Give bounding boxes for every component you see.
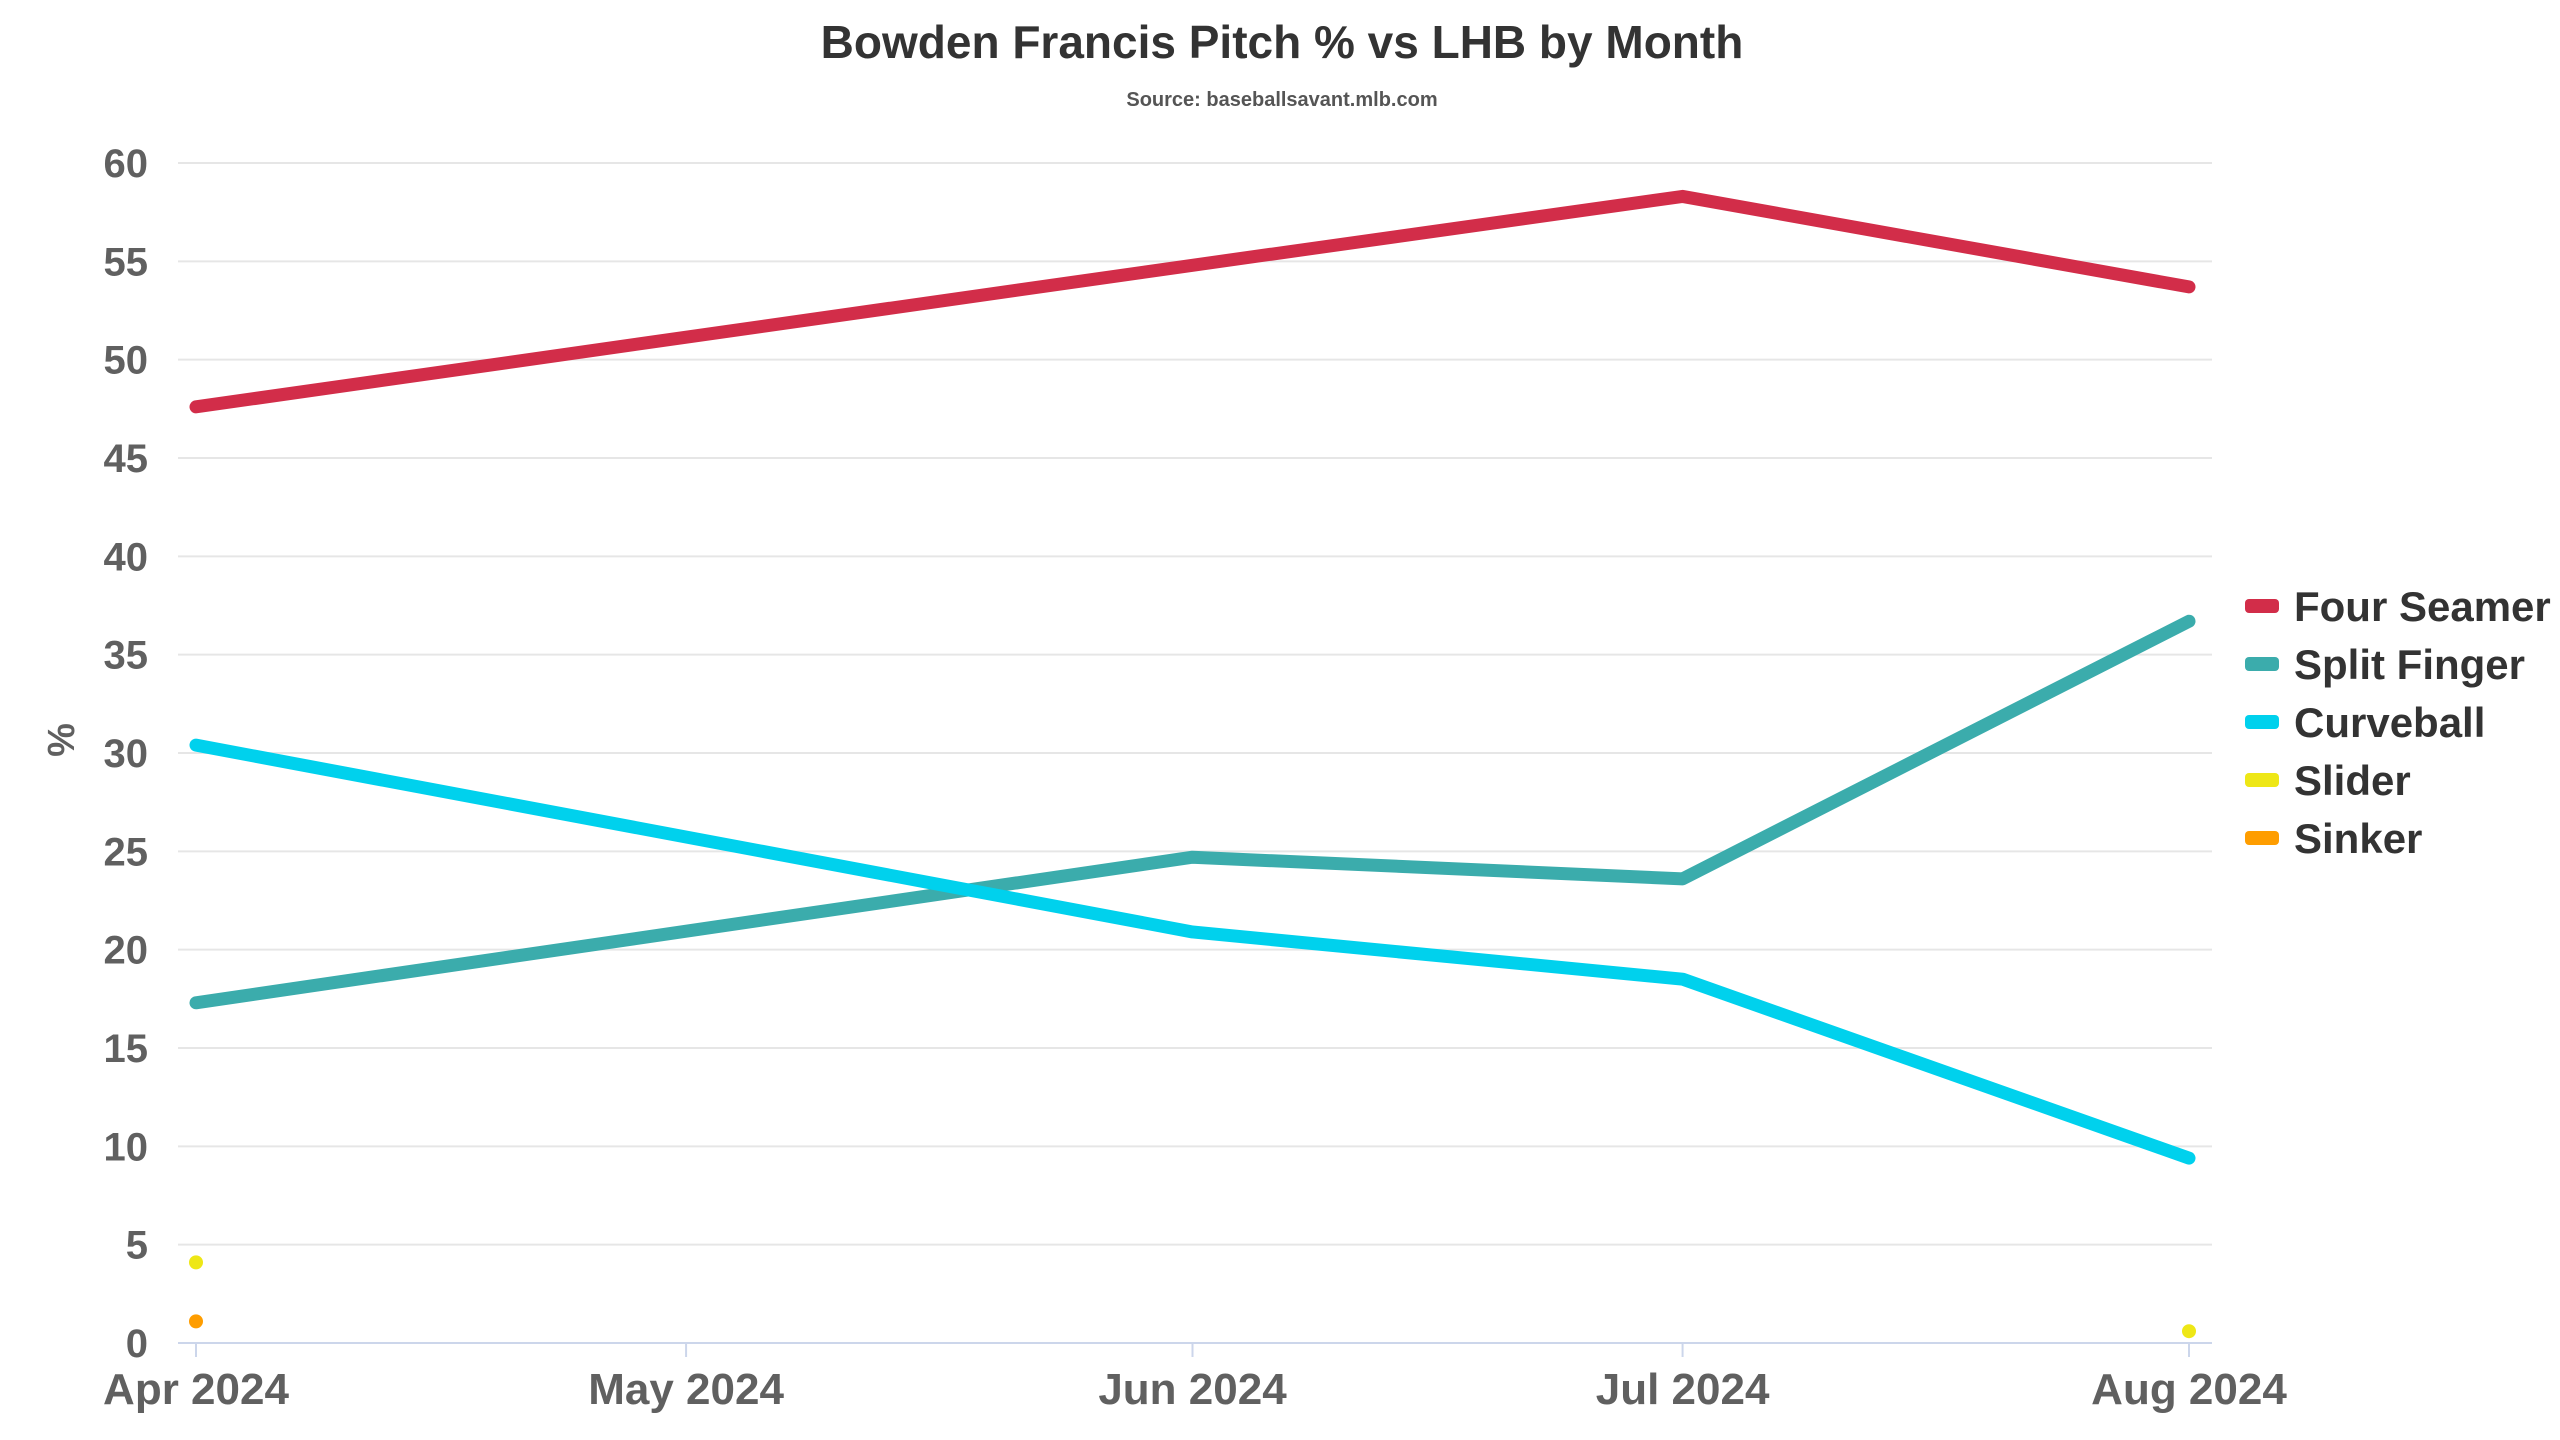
series-slider bbox=[189, 1255, 2196, 1339]
legend: Four Seamer Split Finger Curveball Slider Si… bbox=[2245, 583, 2551, 862]
series-line bbox=[189, 614, 2196, 1010]
x-tick-label: Apr 2024 bbox=[103, 1365, 289, 1414]
series-lines bbox=[189, 189, 2196, 1339]
legend-label: Sinker bbox=[2294, 815, 2422, 862]
legend-swatch bbox=[2245, 715, 2279, 729]
x-tick-label: Jun 2024 bbox=[1098, 1365, 1287, 1414]
data-point bbox=[189, 1314, 203, 1329]
y-tick-label: 55 bbox=[104, 240, 149, 284]
y-tick-label: 50 bbox=[104, 339, 149, 383]
y-tick-label: 30 bbox=[104, 732, 149, 776]
data-point bbox=[189, 1255, 203, 1270]
y-tick-label: 45 bbox=[104, 437, 149, 481]
legend-label: Split Finger bbox=[2294, 641, 2525, 688]
series-sinker bbox=[189, 1314, 203, 1329]
y-tick-label: 20 bbox=[104, 929, 149, 973]
legend-swatch bbox=[2245, 599, 2279, 613]
series-curveball bbox=[189, 738, 2196, 1165]
axes: 0 5 10 15 20 25 30 35 40 45 50 55 60 Apr 2024 May 2024… bbox=[103, 142, 2287, 1414]
series-split-finger bbox=[189, 614, 2196, 1010]
y-tick-label: 25 bbox=[104, 830, 149, 874]
y-tick-label: 5 bbox=[126, 1224, 148, 1268]
series-line bbox=[189, 189, 2196, 414]
y-axis-label: % bbox=[41, 723, 83, 757]
chart-title: Bowden Francis Pitch % vs LHB by Month bbox=[821, 16, 1744, 68]
y-tick-label: 35 bbox=[104, 634, 149, 678]
y-tick-label: 10 bbox=[104, 1125, 149, 1169]
legend-item-slider[interactable]: Slider bbox=[2245, 757, 2411, 804]
legend-swatch bbox=[2245, 773, 2279, 787]
x-tick-label: Aug 2024 bbox=[2091, 1365, 2287, 1414]
x-tick-label: Jul 2024 bbox=[1596, 1365, 1770, 1414]
legend-item-sinker[interactable]: Sinker bbox=[2245, 815, 2422, 862]
legend-item-curveball[interactable]: Curveball bbox=[2245, 699, 2485, 746]
legend-swatch bbox=[2245, 831, 2279, 845]
chart-subtitle: Source: baseballsavant.mlb.com bbox=[1126, 89, 1437, 111]
x-tick-label: May 2024 bbox=[588, 1365, 784, 1414]
legend-label: Curveball bbox=[2294, 699, 2485, 746]
y-tick-label: 40 bbox=[104, 535, 149, 579]
y-tick-label: 60 bbox=[104, 142, 149, 186]
legend-item-four-seamer[interactable]: Four Seamer bbox=[2245, 583, 2551, 630]
y-tick-label: 15 bbox=[104, 1027, 149, 1071]
gridlines bbox=[178, 162, 2212, 1246]
legend-label: Four Seamer bbox=[2294, 583, 2551, 630]
series-line bbox=[189, 738, 2196, 1165]
data-point bbox=[2182, 1324, 2196, 1339]
legend-swatch bbox=[2245, 657, 2279, 671]
legend-label: Slider bbox=[2294, 757, 2411, 804]
legend-item-split-finger[interactable]: Split Finger bbox=[2245, 641, 2525, 688]
series-four-seamer bbox=[189, 189, 2196, 414]
y-tick-label: 0 bbox=[126, 1322, 148, 1366]
